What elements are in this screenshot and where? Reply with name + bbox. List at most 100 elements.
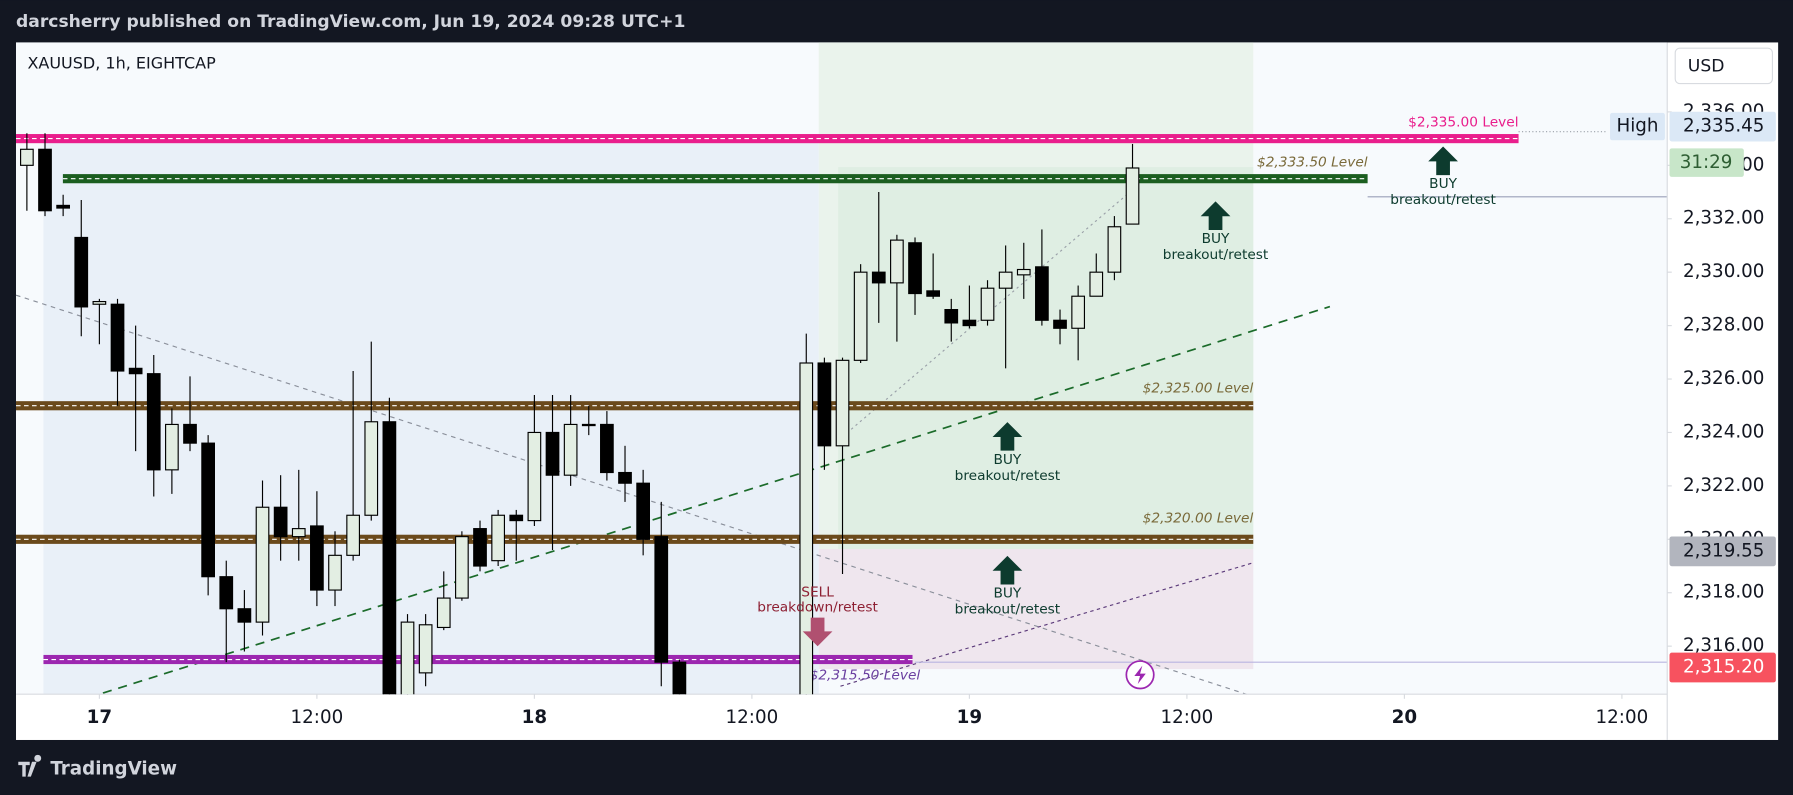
annotation-text: breakout/retest bbox=[1390, 192, 1496, 208]
candle-body bbox=[473, 528, 487, 567]
x-tick-label: 12:00 bbox=[726, 707, 779, 728]
candle-body bbox=[527, 431, 542, 522]
trendline bbox=[102, 305, 1331, 694]
annotation-title: BUY bbox=[993, 452, 1021, 468]
footer-brand: TradingView bbox=[50, 759, 177, 780]
price-badge bbox=[1669, 111, 1776, 142]
candle-body bbox=[654, 536, 669, 663]
candle-body bbox=[1107, 226, 1122, 273]
candle-body bbox=[1071, 295, 1086, 329]
y-tick-label: 2,322.00 bbox=[1683, 475, 1764, 496]
candle-body bbox=[146, 373, 161, 471]
x-tick-label: 12:00 bbox=[1161, 707, 1214, 728]
x-tick-label: 12:00 bbox=[291, 707, 344, 728]
level-label: $2,333.50 Level bbox=[1257, 155, 1368, 171]
trendline bbox=[840, 562, 1254, 687]
x-tick-label: 19 bbox=[957, 707, 982, 728]
annotation-title: BUY bbox=[1429, 176, 1457, 192]
price-badge bbox=[1669, 536, 1776, 567]
level-label: $2,315.50 Level bbox=[810, 668, 921, 684]
candle-body bbox=[1035, 266, 1049, 321]
candle-body bbox=[944, 309, 959, 324]
candle-body bbox=[998, 271, 1013, 289]
candle-body bbox=[273, 506, 288, 538]
candle-body bbox=[799, 362, 814, 695]
price-badge-label: 2,315.20 bbox=[1683, 657, 1764, 678]
candle-body bbox=[92, 300, 107, 305]
candle-body bbox=[74, 236, 89, 308]
x-tick-label: 18 bbox=[522, 707, 547, 728]
annotation-text: breakout/retest bbox=[955, 468, 1061, 484]
candle-body bbox=[237, 608, 252, 623]
arrow-up bbox=[992, 555, 1023, 585]
candle-body bbox=[255, 506, 270, 623]
candle-body bbox=[128, 367, 143, 375]
candle-body bbox=[165, 423, 179, 471]
y-tick-label: 2,318.00 bbox=[1683, 582, 1764, 603]
high-badge bbox=[1610, 112, 1665, 141]
candle-body bbox=[219, 576, 234, 610]
y-tick-label: 2,330.00 bbox=[1683, 261, 1764, 282]
level-label: $2,320.00 Level bbox=[1143, 511, 1254, 527]
tv-logo bbox=[18, 754, 42, 777]
y-tick-label: 2,326.00 bbox=[1683, 368, 1764, 389]
arrow-up bbox=[1428, 146, 1458, 176]
candle-body bbox=[38, 148, 52, 212]
candle-body bbox=[1053, 319, 1067, 329]
candle-body bbox=[491, 514, 506, 562]
x-tick-label: 12:00 bbox=[1596, 707, 1649, 728]
level-band bbox=[16, 134, 1519, 144]
candle-body bbox=[980, 287, 995, 321]
candle-body bbox=[56, 204, 70, 209]
candle-body bbox=[563, 423, 578, 476]
candle-body bbox=[310, 525, 324, 591]
currency-box[interactable] bbox=[1674, 47, 1773, 85]
y-tick-label: 2,332.00 bbox=[1683, 208, 1764, 229]
x-tick-label: 20 bbox=[1392, 707, 1417, 728]
candle-body bbox=[545, 431, 560, 476]
symbol-title: XAUUSD, 1h, EIGHTCAP bbox=[27, 54, 216, 73]
y-tick-label: 2,328.00 bbox=[1683, 315, 1764, 336]
candle-body bbox=[328, 554, 342, 591]
candle-body bbox=[871, 271, 886, 284]
candle-body bbox=[382, 421, 397, 695]
candle-body bbox=[291, 528, 306, 538]
annotation-title: BUY bbox=[1202, 231, 1230, 247]
candle-body bbox=[1016, 268, 1031, 276]
candle-body bbox=[908, 242, 922, 295]
candle-body bbox=[618, 471, 632, 484]
y-tick-label: 2,324.00 bbox=[1683, 421, 1764, 442]
candle-body bbox=[600, 423, 614, 474]
level-label: $2,335.00 Level bbox=[1408, 115, 1518, 131]
candle-body bbox=[672, 661, 687, 695]
candle-body bbox=[436, 597, 451, 629]
price-badge-label: 2,335.45 bbox=[1683, 116, 1764, 137]
candle-body bbox=[509, 514, 524, 522]
candle-body bbox=[1089, 271, 1104, 297]
candle-body bbox=[926, 290, 941, 297]
price-badge-label: 2,319.55 bbox=[1683, 540, 1764, 561]
currency: USD bbox=[1688, 56, 1725, 76]
arrow-up bbox=[992, 422, 1023, 451]
candle-body bbox=[835, 359, 850, 447]
candle-body bbox=[110, 303, 125, 372]
countdown: 31:29 bbox=[1680, 152, 1733, 173]
y-tick-label: 2,316.00 bbox=[1683, 635, 1764, 656]
candle-body bbox=[346, 514, 360, 556]
candle-body bbox=[636, 482, 651, 540]
range-shade bbox=[43, 137, 819, 695]
candle-body bbox=[890, 239, 904, 284]
candle-body bbox=[581, 423, 596, 427]
candle-body bbox=[183, 423, 197, 444]
candle-body bbox=[418, 624, 433, 674]
long-zone-inner bbox=[838, 167, 1254, 550]
candle-body bbox=[962, 319, 977, 327]
candle-body bbox=[20, 148, 34, 166]
candle-body bbox=[1125, 167, 1140, 225]
arrow-up bbox=[1200, 201, 1231, 230]
annotation-title: SELL bbox=[801, 584, 834, 600]
candle-body bbox=[853, 271, 868, 361]
trendline bbox=[837, 184, 1139, 441]
